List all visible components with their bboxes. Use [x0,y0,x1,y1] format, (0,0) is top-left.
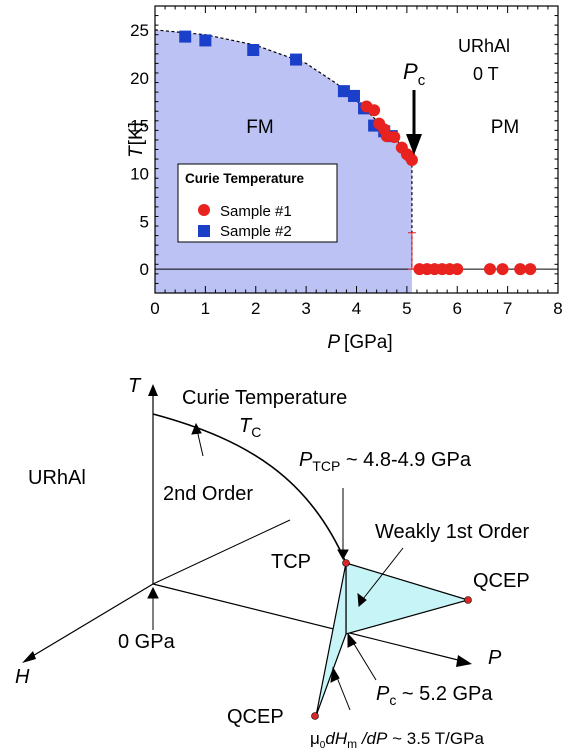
second-order-label: 2nd Order [163,483,253,505]
x-tick-label: 6 [453,299,462,318]
sample-2-point-1 [199,34,212,47]
t-axis-label: T [128,375,142,397]
weakly-first-order-label: Weakly 1st Order [375,521,529,543]
pc-label: Pc [403,59,426,89]
ptcp-label: PTCP ~ 4.8-4.9 GPa [299,449,472,474]
qcep-bottom-label: QCEP [227,706,284,728]
y-tick-label: 0 [140,260,149,279]
diagram-sample-label: URhAl [28,467,86,489]
x-tick-label: 5 [402,299,411,318]
curie-temperature-curve [152,413,347,564]
sample-2-point-3 [290,53,303,66]
sample-1-point-17 [496,263,509,276]
p-axis-line [152,583,467,663]
axis-tick-labels: 0 1 2 3 4 5 6 7 8 0 5 10 15 20 25 [130,21,563,318]
h-axis-arrowhead [22,651,36,663]
annotation-arrows [147,422,404,711]
pc-value-label: Pc ~ 5.2 GPa [376,683,493,708]
x-tick-label: 7 [503,299,512,318]
legend-marker-sample-1 [198,204,210,216]
fm-region-fill-lower [155,269,412,293]
t-axis-arrowhead [148,384,158,396]
x-tick-label: 1 [201,299,210,318]
pc-arrow [406,90,422,155]
pm-region-label: PM [491,117,520,138]
qcep-bottom-point [311,712,319,720]
legend-title: Curie Temperature [185,171,305,186]
x-tick-label: 3 [301,299,310,318]
x-tick-label: 4 [352,299,361,318]
sample-1-point-1 [368,104,381,117]
tcp-point [342,559,350,567]
y-tick-label: 10 [130,164,149,183]
x-axis-label: P [GPa] [327,332,392,353]
sample-1-point-9 [405,154,418,167]
h-axis-line [25,583,154,661]
sample-2-point-0 [179,30,192,43]
qcep-right-label: QCEP [473,570,530,592]
zero-gpa-label: 0 GPa [118,631,176,653]
tc-label: TC [239,415,261,440]
curie-temperature-label: Curie Temperature [182,387,347,409]
qcep-right-point [464,596,472,604]
y-tick-label: 20 [130,69,149,88]
p-axis-label: P [488,647,502,669]
wing-bottom [315,562,347,717]
axis-ticks [154,5,559,294]
x-tick-label: 8 [553,299,562,318]
sample-1-point-5 [388,131,401,144]
y-tick-label: 25 [130,21,149,40]
legend-marker-sample-2 [198,225,210,237]
slope-label: μ0dHm /dP ~ 3.5 T/GPa [310,729,484,751]
h-axis-back-line [152,519,291,585]
sample-2-point-5 [347,89,360,102]
legend: Curie Temperature Sample #1 Sample #2 [177,163,338,243]
p-axis-arrowhead [456,655,472,667]
tcp-label: TCP [271,551,311,573]
y-tick-label: 5 [140,212,149,231]
curie-temperature-chart: 0 1 2 3 4 5 6 7 8 0 5 10 15 20 25 T[K] P [GPa] FM PM UR… [126,5,563,353]
sample-2-point-2 [247,44,260,57]
legend-entry-sample-1: Sample #1 [220,203,292,220]
fm-phase-boundary-dashed [154,29,413,160]
y-axis-label: T[K] [126,122,147,158]
x-tick-label: 2 [251,299,260,318]
sample-1-point-19 [524,263,537,276]
sample-1-point-18 [514,263,527,276]
fm-region-label: FM [246,117,273,138]
sample-label: URhAl [458,36,510,56]
h-axis-label: H [15,666,30,688]
legend-entry-sample-2: Sample #2 [220,223,292,240]
sample-1-point-15 [451,263,464,276]
y-tick-label: 15 [130,117,149,136]
schematic-phase-diagram: T H P URhAl Curie Temperature TC 2nd Ord… [15,375,530,751]
data-markers [179,30,537,276]
sample-1-point-16 [483,263,496,276]
field-label: 0 T [473,64,499,84]
x-tick-label: 0 [150,299,159,318]
sample-2-point-4 [337,85,350,98]
